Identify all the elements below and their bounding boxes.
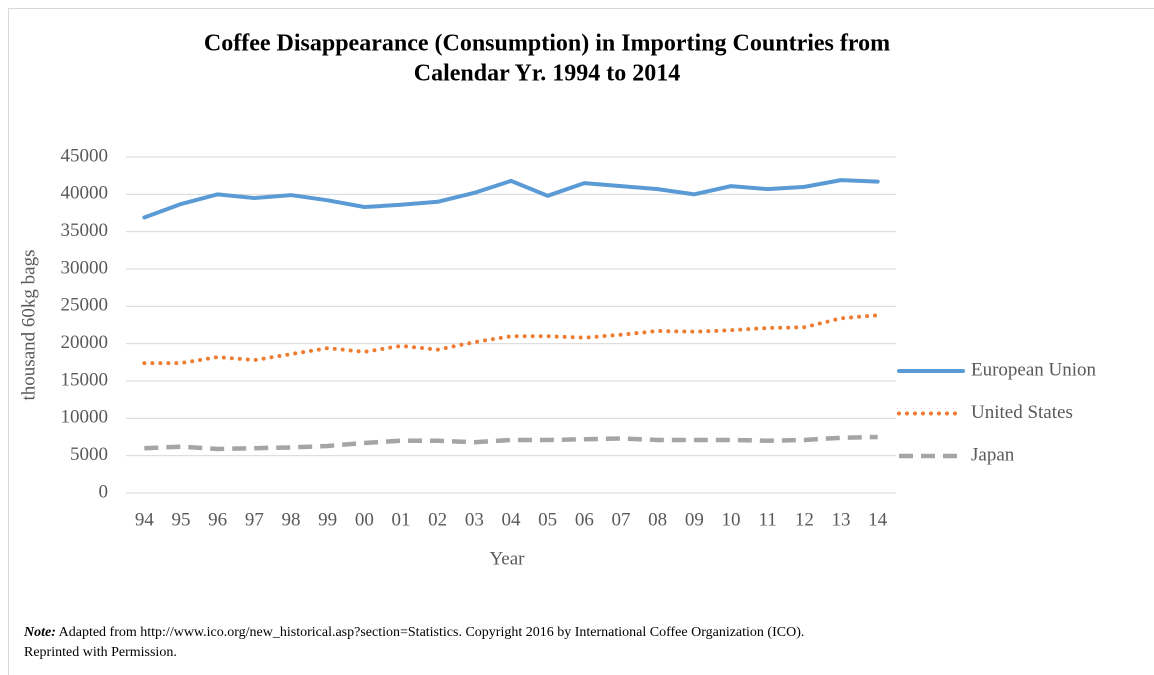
x-tick-label: 12 [795, 509, 814, 530]
x-tick-label: 98 [282, 509, 301, 530]
x-tick-label: 13 [832, 509, 851, 530]
x-tick-label: 00 [355, 509, 374, 530]
note-text: Reprinted with Permission. [24, 645, 177, 660]
y-tick-label: 0 [99, 481, 109, 502]
x-tick-label: 07 [612, 509, 631, 530]
y-tick-label: 20000 [61, 332, 109, 353]
y-tick-label: 35000 [61, 220, 109, 241]
series-line [144, 434, 878, 452]
x-tick-label: 08 [648, 509, 667, 530]
y-tick-label: 5000 [70, 444, 108, 465]
x-tick-label: 10 [722, 509, 741, 530]
note-text: Adapted from http://www.ico.org/new_hist… [59, 625, 805, 640]
x-tick-label: 97 [245, 509, 264, 530]
chart-frame [8, 8, 1154, 675]
y-tick-label: 30000 [61, 257, 109, 278]
series-line [142, 178, 880, 220]
chart-title: Calendar Yr. 1994 to 2014 [414, 61, 680, 87]
y-tick-label: 10000 [61, 407, 109, 428]
legend-label: European Union [971, 359, 1097, 380]
y-tick-label: 45000 [61, 145, 109, 166]
series-line [142, 313, 880, 366]
legend-label: United States [971, 402, 1073, 423]
x-tick-label: 04 [502, 509, 522, 530]
chart-title: Coffee Disappearance (Consumption) in Im… [204, 31, 890, 57]
y-tick-label: 40000 [61, 183, 109, 204]
x-tick-label: 95 [172, 509, 191, 530]
x-tick-label: 01 [392, 509, 411, 530]
x-axis-label: Year [489, 548, 525, 569]
x-tick-label: 96 [208, 509, 227, 530]
y-axis-label: thousand 60kg bags [18, 250, 39, 401]
x-tick-label: 99 [318, 509, 337, 530]
x-tick-label: 05 [538, 509, 557, 530]
y-tick-label: 25000 [61, 295, 109, 316]
x-tick-label: 14 [868, 509, 888, 530]
x-tick-label: 02 [428, 509, 447, 530]
x-tick-label: 09 [685, 509, 704, 530]
x-tick-label: 06 [575, 509, 594, 530]
legend-label: Japan [971, 444, 1015, 465]
x-tick-label: 94 [135, 509, 155, 530]
x-tick-label: 03 [465, 509, 484, 530]
y-tick-label: 15000 [61, 369, 109, 390]
note: Note: Adapted from http://www.ico.org/ne… [23, 625, 804, 640]
x-tick-label: 11 [759, 509, 777, 530]
note-label: Note: [23, 625, 56, 640]
